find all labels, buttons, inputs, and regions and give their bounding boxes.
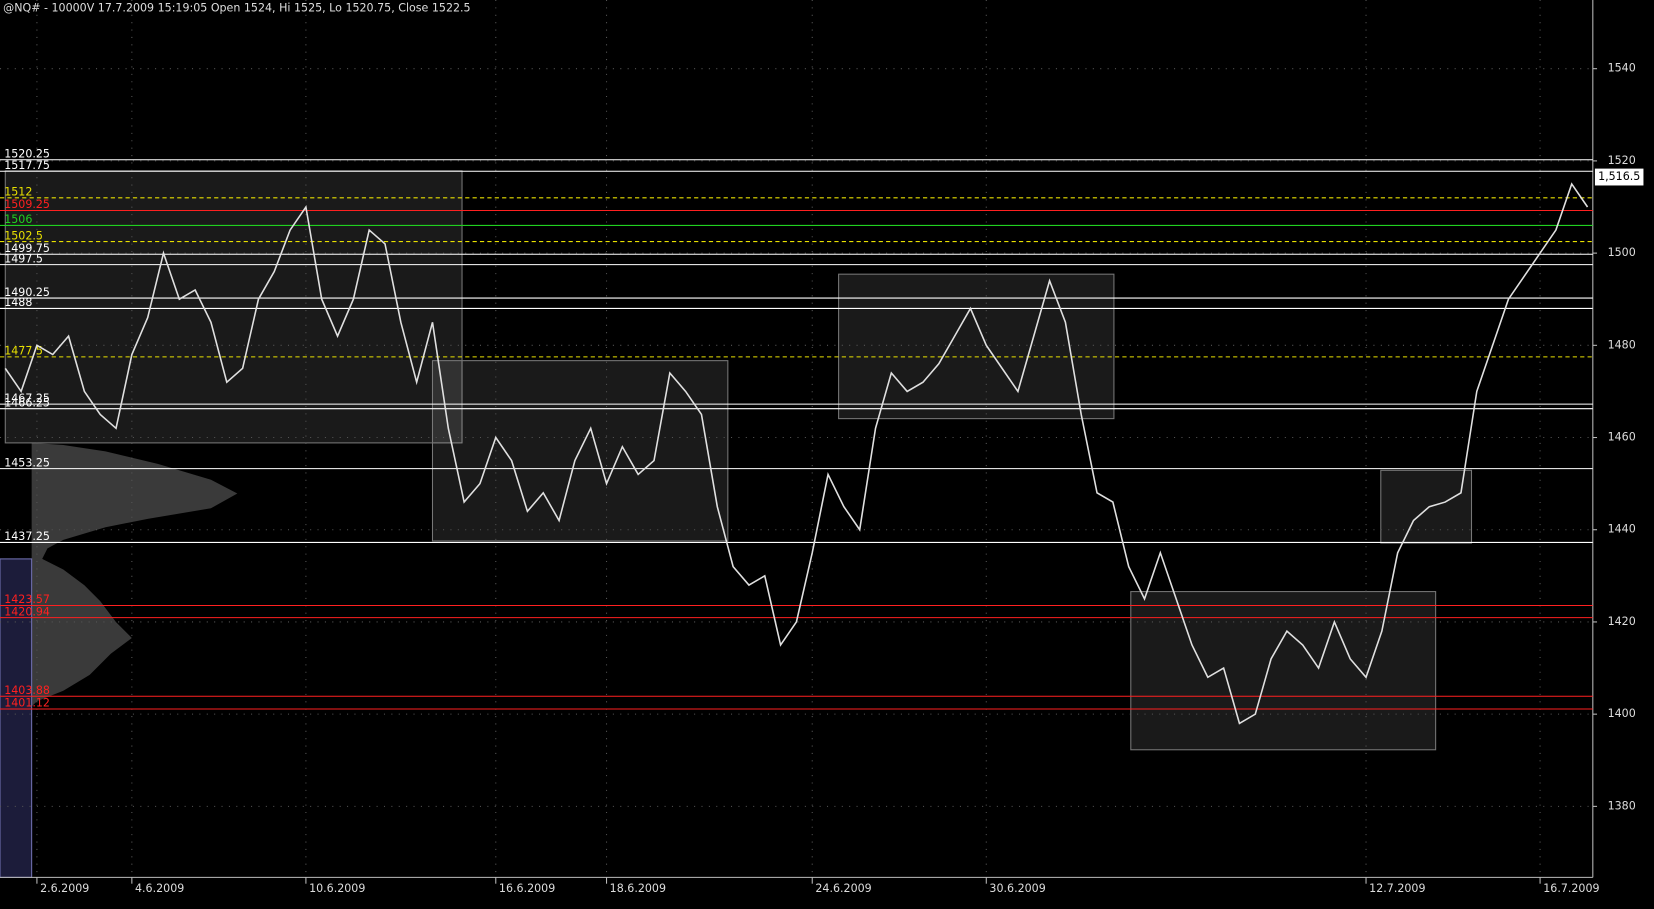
level-label: 1502.5 xyxy=(4,229,43,242)
level-label: 1488 xyxy=(4,296,32,309)
y-tick-label: 1420 xyxy=(1608,615,1636,628)
level-label: 1509.25 xyxy=(4,198,50,211)
last-price-label: 1,516.5 xyxy=(1598,170,1640,183)
level-label: 1467.25 xyxy=(4,392,50,405)
y-tick-label: 1520 xyxy=(1608,154,1636,167)
x-tick-label: 4.6.2009 xyxy=(135,882,184,895)
y-tick-label: 1380 xyxy=(1608,799,1636,812)
level-label: 1490.25 xyxy=(4,286,50,299)
chart-title: @NQ# - 10000V 17.7.2009 15:19:05 Open 15… xyxy=(3,1,470,14)
x-tick-label: 24.6.2009 xyxy=(815,882,871,895)
y-tick-label: 1440 xyxy=(1608,523,1636,536)
level-label: 1401.12 xyxy=(4,697,50,710)
range-box xyxy=(1380,469,1473,544)
last-price-box xyxy=(1594,168,1644,186)
y-tick-label: 1460 xyxy=(1608,431,1636,444)
level-label: 1466.25 xyxy=(4,396,50,409)
y-tick-label: 1500 xyxy=(1608,246,1636,259)
x-tick-label: 12.7.2009 xyxy=(1369,882,1425,895)
level-label: 1437.25 xyxy=(4,530,50,543)
level-label: 1520.25 xyxy=(4,147,50,160)
x-tick-label: 2.6.2009 xyxy=(40,882,89,895)
level-label: 1420.94 xyxy=(4,605,50,618)
level-label: 1499.75 xyxy=(4,242,50,255)
range-box xyxy=(838,273,1115,420)
price-line xyxy=(4,182,1589,725)
level-label: 1453.25 xyxy=(4,456,50,469)
range-box xyxy=(4,170,463,444)
level-label: 1506 xyxy=(4,213,32,226)
range-marker xyxy=(0,558,33,878)
x-tick-label: 16.6.2009 xyxy=(499,882,555,895)
level-label: 1517.75 xyxy=(4,159,50,172)
level-label: 1403.88 xyxy=(4,684,50,697)
x-tick-label: 18.6.2009 xyxy=(610,882,666,895)
x-tick-label: 16.7.2009 xyxy=(1543,882,1599,895)
volume-profile xyxy=(31,442,238,707)
x-tick-label: 30.6.2009 xyxy=(989,882,1045,895)
y-tick-label: 1540 xyxy=(1608,62,1636,75)
level-label: 1512 xyxy=(4,186,32,199)
y-tick-label: 1400 xyxy=(1608,707,1636,720)
x-tick-label: 10.6.2009 xyxy=(309,882,365,895)
level-label: 1423.57 xyxy=(4,593,50,606)
range-box xyxy=(1130,591,1437,751)
level-label: 1497.5 xyxy=(4,252,43,265)
y-tick-label: 1480 xyxy=(1608,338,1636,351)
